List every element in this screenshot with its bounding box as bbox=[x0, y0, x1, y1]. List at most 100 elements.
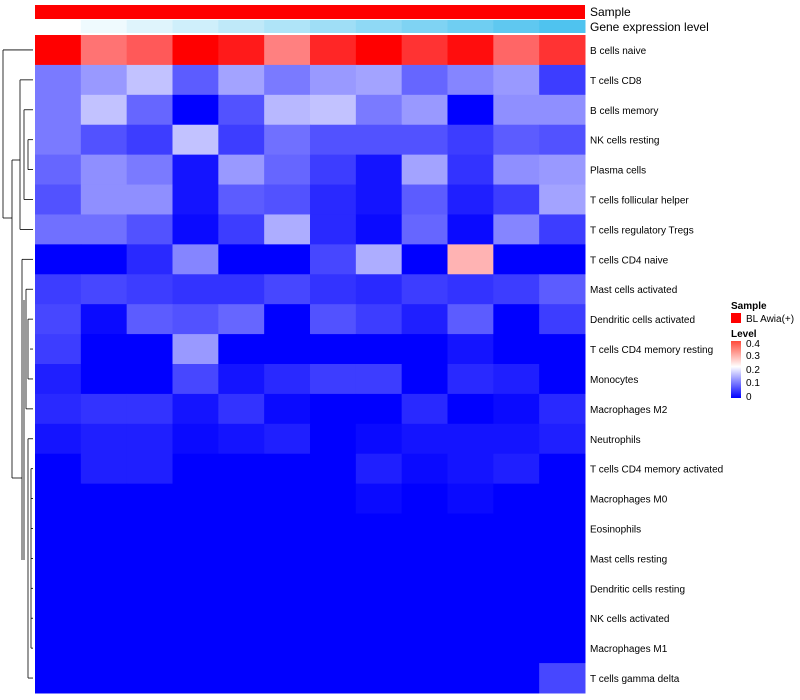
heatmap-cell bbox=[35, 124, 82, 156]
heatmap-cell bbox=[264, 304, 311, 335]
expression-track-cell bbox=[539, 20, 586, 33]
heatmap-cell bbox=[310, 274, 357, 305]
expression-track-cell bbox=[35, 20, 82, 33]
heatmap-cell bbox=[539, 304, 586, 335]
heatmap-cell bbox=[35, 64, 82, 96]
heatmap-cell bbox=[310, 633, 357, 664]
heatmap-cell bbox=[80, 393, 128, 425]
heatmap-cell bbox=[35, 393, 82, 425]
legend-tick-label: 0.4 bbox=[746, 339, 760, 350]
heatmap-cell bbox=[310, 364, 357, 395]
heatmap-cell bbox=[355, 94, 403, 126]
expression-track-cell bbox=[172, 20, 219, 33]
annotation-tracks bbox=[35, 5, 586, 33]
heatmap-cell bbox=[493, 663, 540, 694]
row-dendrogram bbox=[2, 49, 33, 679]
heatmap-cell bbox=[447, 184, 494, 215]
heatmap-cell bbox=[447, 513, 494, 544]
heatmap-cell bbox=[355, 423, 403, 455]
heatmap-cell bbox=[264, 543, 311, 574]
legend-tick-label: 0.2 bbox=[746, 365, 760, 376]
heatmap-cell bbox=[80, 453, 128, 485]
legend-tick-label: 0.1 bbox=[746, 378, 760, 389]
heatmap-cell bbox=[80, 603, 128, 634]
heatmap-cell bbox=[218, 334, 265, 365]
heatmap-cell bbox=[218, 35, 265, 66]
row-label: NK cells resting bbox=[590, 136, 659, 147]
heatmap-cell bbox=[493, 393, 540, 425]
heatmap-cell bbox=[126, 94, 173, 126]
row-label: B cells naive bbox=[590, 46, 647, 57]
heatmap-cell bbox=[126, 334, 173, 365]
expression-track-label: Gene expression level bbox=[590, 20, 709, 34]
heatmap-cell bbox=[264, 633, 311, 664]
row-labels: B cells naive T cells CD8 B cells memory NK… bbox=[590, 46, 723, 685]
heatmap-cell bbox=[355, 184, 403, 215]
heatmap-cell bbox=[401, 35, 448, 66]
heatmap-cell bbox=[172, 573, 219, 604]
heatmap-cell bbox=[539, 154, 586, 186]
heatmap-cell bbox=[264, 423, 311, 455]
heatmap-cell bbox=[493, 64, 540, 96]
heatmap-cell bbox=[310, 393, 357, 425]
heatmap-cell bbox=[35, 214, 82, 245]
heatmap-cell bbox=[172, 154, 219, 186]
expression-track-cell bbox=[447, 20, 494, 33]
heatmap-cell bbox=[447, 35, 494, 66]
heatmap-cell bbox=[80, 184, 128, 215]
expression-track-cell bbox=[310, 20, 357, 33]
heatmap-cell bbox=[218, 184, 265, 215]
heatmap-cell bbox=[218, 663, 265, 694]
sample-track-label: Sample bbox=[590, 5, 631, 19]
heatmap-cell bbox=[35, 184, 82, 215]
heatmap-cell bbox=[35, 423, 82, 455]
heatmap-cell bbox=[264, 274, 311, 305]
heatmap-cell bbox=[447, 304, 494, 335]
heatmap-cell bbox=[80, 633, 128, 664]
heatmap-cell bbox=[264, 663, 311, 694]
heatmap-cell bbox=[539, 364, 586, 395]
heatmap-cell bbox=[35, 274, 82, 305]
legend-tick-label: 0.3 bbox=[746, 351, 760, 362]
heatmap-cell bbox=[401, 573, 448, 604]
heatmap-cell bbox=[401, 364, 448, 395]
row-label: Macrophages M0 bbox=[590, 495, 668, 506]
heatmap-cell bbox=[218, 154, 265, 186]
heatmap-cell bbox=[80, 334, 128, 365]
heatmap-cell bbox=[80, 94, 128, 126]
heatmap-cell bbox=[126, 483, 173, 515]
heatmap-cell bbox=[310, 334, 357, 365]
heatmap-cell bbox=[355, 633, 403, 664]
expression-track-cell bbox=[401, 20, 448, 33]
heatmap-cell bbox=[355, 274, 403, 305]
heatmap-cell bbox=[493, 214, 540, 245]
heatmap-cell bbox=[539, 483, 586, 515]
heatmap-cell bbox=[172, 124, 219, 156]
heatmap-cell bbox=[539, 543, 586, 574]
heatmap-cell bbox=[447, 483, 494, 515]
heatmap-cell bbox=[310, 154, 357, 186]
heatmap-cell bbox=[218, 573, 265, 604]
heatmap-cell bbox=[218, 453, 265, 485]
heatmap-cell bbox=[401, 64, 448, 96]
heatmap-cell bbox=[401, 214, 448, 245]
heatmap-cell bbox=[264, 513, 311, 544]
heatmap-cell bbox=[447, 663, 494, 694]
heatmap-cell bbox=[310, 94, 357, 126]
heatmap-cell bbox=[539, 633, 586, 664]
heatmap-cell bbox=[264, 35, 311, 66]
heatmap-cell bbox=[401, 334, 448, 365]
heatmap-cell bbox=[355, 244, 403, 275]
heatmap-cell bbox=[447, 393, 494, 425]
heatmap-cell bbox=[539, 184, 586, 215]
legend-colorbar bbox=[731, 341, 741, 398]
row-label: Dendritic cells activated bbox=[590, 315, 695, 326]
heatmap-cell bbox=[493, 304, 540, 335]
heatmap-cell bbox=[126, 633, 173, 664]
heatmap-cell bbox=[447, 543, 494, 574]
row-label: Mast cells activated bbox=[590, 285, 677, 296]
heatmap-cell bbox=[35, 453, 82, 485]
heatmap-cell bbox=[539, 274, 586, 305]
heatmap-cell bbox=[35, 543, 82, 574]
heatmap-cell bbox=[126, 214, 173, 245]
